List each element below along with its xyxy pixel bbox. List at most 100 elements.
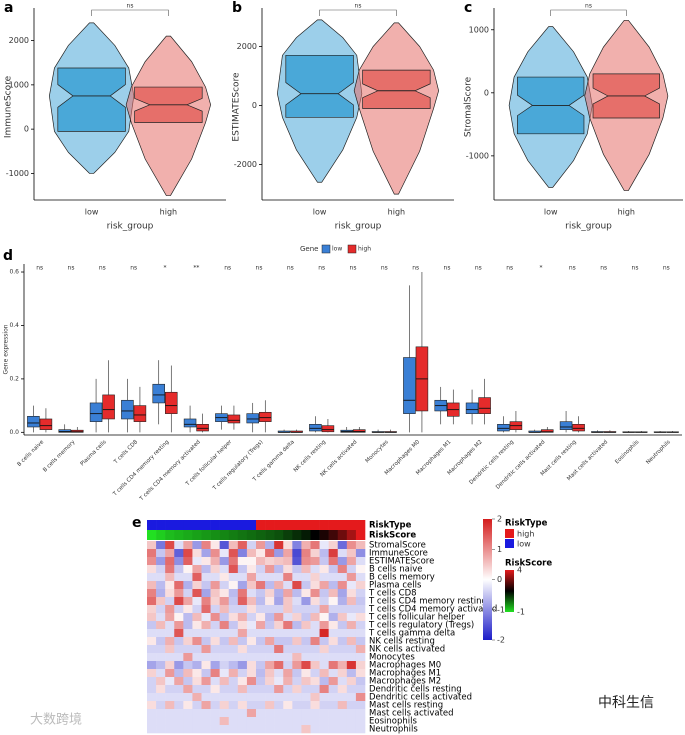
heatmap-cell — [201, 573, 211, 582]
heatmap-cell — [346, 661, 357, 670]
heatmap-cell — [256, 549, 266, 558]
heatmap-cell — [265, 581, 275, 590]
heatmap-cell — [292, 645, 302, 654]
heatmap-cell — [328, 565, 339, 574]
box — [57, 67, 126, 132]
heatmap-cell — [165, 677, 175, 686]
heatmap-cell — [246, 549, 257, 558]
heatmap-cell — [228, 677, 239, 686]
heatmap-cell — [337, 653, 348, 662]
significance-bracket — [319, 9, 397, 16]
heatmap-cell — [265, 605, 275, 614]
heatmap-cell — [201, 549, 211, 558]
risk-score-cell — [292, 530, 302, 540]
heatmap-cell — [147, 613, 157, 622]
significance-label: * — [540, 265, 543, 272]
risk-type-cell — [256, 520, 266, 530]
heatmap-cell — [283, 629, 293, 638]
heatmap-cell — [156, 557, 166, 566]
heatmap-cell — [355, 725, 366, 734]
heatmap-cell — [219, 637, 230, 646]
risk-score-cell — [337, 530, 348, 540]
heatmap-cell — [246, 717, 257, 726]
heatmap-cell — [355, 653, 366, 662]
heatmap-cell — [201, 589, 211, 598]
heatmap-cell — [346, 605, 357, 614]
heatmap-cell — [292, 621, 302, 630]
heatmap-cell — [346, 589, 357, 598]
heatmap-cell — [292, 661, 302, 670]
heatmap-cell — [310, 621, 320, 630]
heatmap-cell — [328, 677, 339, 686]
heatmap-cell — [228, 661, 239, 670]
heatmap-cell — [256, 717, 266, 726]
x-tick-label: T cells CD4 memory resting — [112, 439, 171, 498]
heatmap-cell — [174, 549, 184, 558]
heatmap-cell — [192, 637, 202, 646]
significance-label: ns — [130, 265, 137, 272]
y-tick-label: 0.2 — [9, 375, 19, 382]
heatmap-cell — [292, 605, 302, 614]
heatmap-cell — [192, 557, 202, 566]
heatmap-cell — [292, 677, 302, 686]
risk-score-cell — [147, 530, 157, 540]
heatmap-cell — [246, 605, 257, 614]
heatmap-cell — [292, 669, 302, 678]
risk-type-cell — [265, 520, 275, 530]
heatmap-cell — [301, 661, 311, 670]
heatmap-cell — [156, 621, 166, 630]
heatmap-cell — [319, 669, 329, 678]
heatmap-cell — [174, 637, 184, 646]
heatmap-cell — [301, 701, 311, 710]
heatmap-cell — [201, 685, 211, 694]
heatmap-cell — [201, 621, 211, 630]
heatmap-cell — [337, 669, 348, 678]
heatmap-cell — [237, 621, 248, 630]
box — [121, 399, 134, 420]
heatmap-cell — [201, 565, 211, 574]
box — [133, 405, 147, 422]
heatmap-cell — [256, 557, 266, 566]
heatmap-cell — [301, 589, 311, 598]
heatmap-cell — [183, 557, 193, 566]
x-tick-label: NK cells resting — [293, 439, 327, 473]
row-label: T cells regulatory (Tregs) — [368, 621, 474, 631]
heatmap-cell — [301, 621, 311, 630]
heatmap-cell — [319, 613, 329, 622]
heatmap-cell — [328, 685, 339, 694]
heatmap-cell — [265, 709, 275, 718]
heatmap-cell — [337, 717, 348, 726]
heatmap-cell — [355, 565, 366, 574]
heatmap-cell — [219, 581, 230, 590]
heatmap-cell — [328, 573, 339, 582]
watermark: 大数跨境 — [30, 713, 82, 728]
heatmap-cell — [355, 677, 366, 686]
heatmap-cell — [219, 565, 230, 574]
heatmap-cell — [301, 685, 311, 694]
x-tick-label: B cells naive — [16, 439, 45, 468]
y-tick-label: 0.4 — [9, 322, 19, 329]
heatmap-cell — [219, 709, 230, 718]
heatmap-cell — [265, 541, 275, 550]
heatmap-cell — [328, 621, 339, 630]
risk-type-cell — [292, 520, 302, 530]
risk-score-cell — [237, 530, 248, 540]
heatmap-cell — [147, 557, 157, 566]
heatmap-cell — [210, 653, 220, 662]
heatmap-cell — [292, 549, 302, 558]
significance-label: ns — [68, 265, 75, 272]
box — [541, 429, 554, 433]
box — [165, 391, 178, 414]
significance-label: ns — [585, 3, 592, 10]
heatmap-cell — [246, 669, 257, 678]
heatmap-cell — [301, 637, 311, 646]
heatmap-cell — [337, 629, 348, 638]
heatmap-cell — [310, 693, 320, 702]
heatmap-cell — [192, 717, 202, 726]
heatmap-cell — [355, 717, 366, 726]
heatmap-cell — [165, 557, 175, 566]
heatmap-cell — [183, 629, 193, 638]
heatmap-cell — [228, 565, 239, 574]
panel-label: e — [132, 515, 142, 531]
heatmap-cell — [265, 725, 275, 734]
